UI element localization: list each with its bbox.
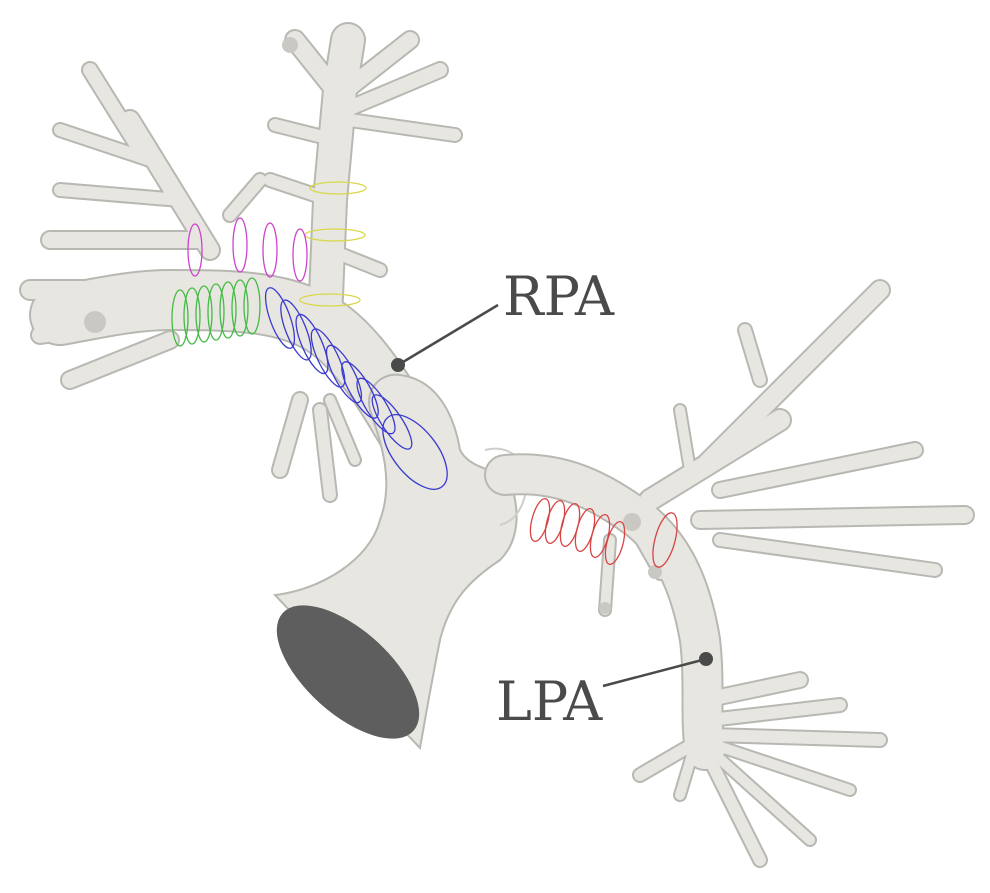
red-probe-rings <box>529 497 678 568</box>
lpa-label: LPA <box>496 670 603 733</box>
main-pulmonary-trunk <box>272 373 528 751</box>
inlet-face <box>276 605 420 739</box>
rpa-leader-line <box>397 303 499 367</box>
lpa-annotation: LPA <box>496 652 713 733</box>
green-probe-rings <box>171 277 261 347</box>
magenta-probe-rings <box>187 217 308 282</box>
lpa-vessel-tree <box>484 279 975 868</box>
rpa-vessel-tree <box>19 22 463 503</box>
rpa-annotation: RPA <box>391 265 615 372</box>
rpa-label: RPA <box>503 265 615 328</box>
lpa-marker-dot <box>699 652 713 666</box>
blue-probe-rings <box>264 287 448 490</box>
lpa-leader-line <box>602 657 707 688</box>
rpa-marker-dot <box>391 358 405 372</box>
